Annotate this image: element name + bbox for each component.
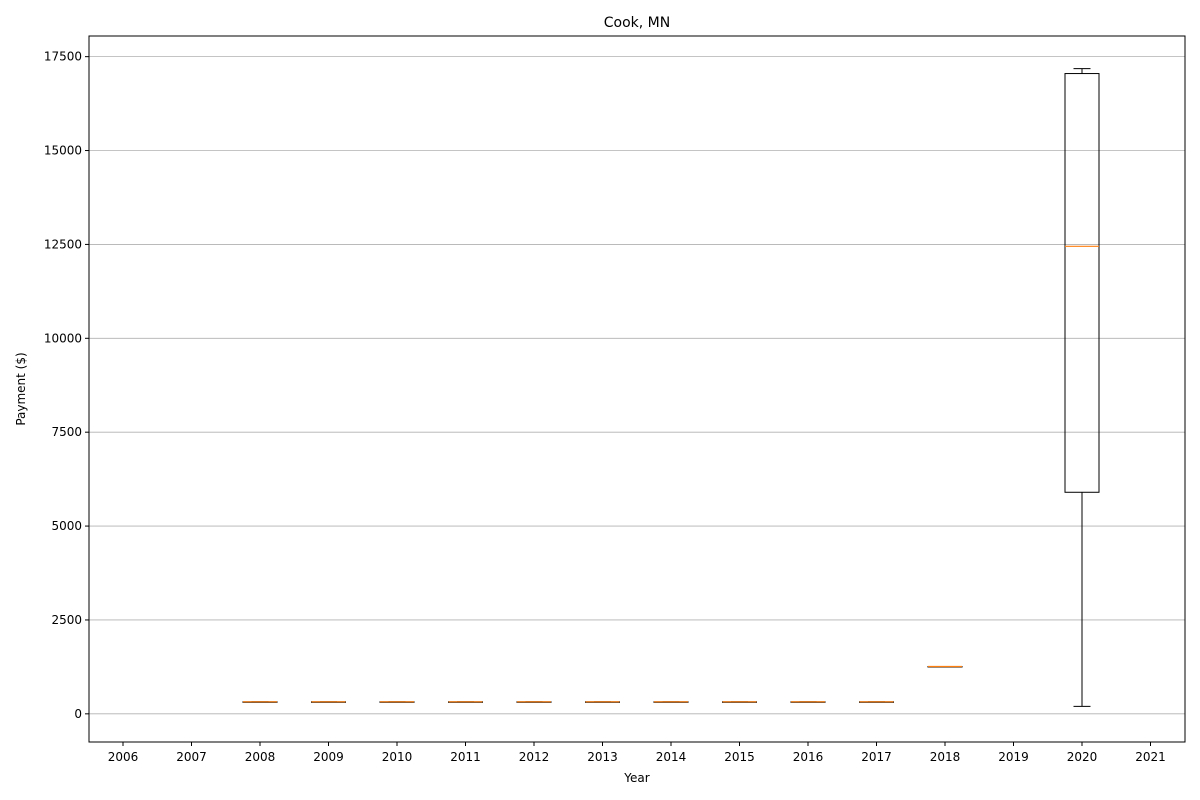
box-2012 xyxy=(516,701,552,703)
plot-area-frame xyxy=(88,35,1186,743)
x-tick-label: 2013 xyxy=(587,750,618,764)
box-2015 xyxy=(722,701,757,703)
y-tick-label: 17500 xyxy=(44,50,82,64)
x-tick-label: 2006 xyxy=(108,750,139,764)
box-2011 xyxy=(448,701,483,703)
x-tick-label: 2019 xyxy=(998,750,1029,764)
y-tick-label: 7500 xyxy=(51,425,82,439)
x-tick-label: 2014 xyxy=(656,750,687,764)
y-tick-label: 0 xyxy=(74,707,82,721)
x-tick-label: 2010 xyxy=(382,750,413,764)
x-tick-label: 2007 xyxy=(176,750,207,764)
y-tick-label: 10000 xyxy=(44,331,82,345)
x-tick-label: 2009 xyxy=(313,750,344,764)
box-2013 xyxy=(585,701,620,703)
x-tick-label: 2011 xyxy=(450,750,481,764)
y-axis-title: Payment ($) xyxy=(14,352,28,425)
y-tick-label: 5000 xyxy=(51,519,82,533)
x-tick-label: 2012 xyxy=(519,750,550,764)
box-2017 xyxy=(859,701,894,703)
x-tick-label: 2015 xyxy=(724,750,755,764)
y-tick-label: 2500 xyxy=(51,613,82,627)
x-tick-label: 2016 xyxy=(793,750,824,764)
box-2009 xyxy=(311,701,346,703)
x-tick-label: 2008 xyxy=(245,750,276,764)
x-tick-label: 2017 xyxy=(861,750,892,764)
box-2016 xyxy=(790,701,826,703)
x-tick-label: 2020 xyxy=(1067,750,1098,764)
x-tick-label: 2021 xyxy=(1135,750,1166,764)
iqr-box xyxy=(1064,73,1100,493)
boxes xyxy=(242,68,1100,707)
axes: 0 2500 5000 7500 10000 12500 15000 17500 2006 200… xyxy=(44,50,1166,764)
box-2014 xyxy=(653,701,689,703)
x-axis-title: Year xyxy=(623,771,649,785)
y-tick-label: 12500 xyxy=(44,237,82,251)
x-tick-label: 2018 xyxy=(930,750,961,764)
box-2008 xyxy=(242,701,278,703)
chart-title: Cook, MN xyxy=(604,15,670,31)
box-2010 xyxy=(379,701,415,703)
box-2020 xyxy=(1064,68,1100,707)
y-tick-label: 15000 xyxy=(44,144,82,158)
gridlines xyxy=(89,56,1185,715)
box-2018 xyxy=(927,665,963,668)
